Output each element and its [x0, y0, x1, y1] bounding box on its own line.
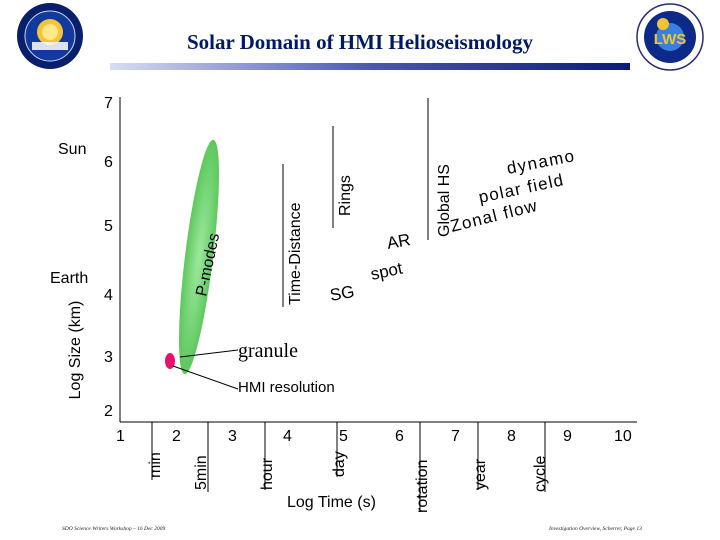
- sun-label: Sun: [58, 141, 86, 158]
- time-label-day: day: [331, 451, 348, 477]
- global-hs-label: Global HS: [436, 164, 453, 237]
- time-label-year: year: [472, 458, 489, 490]
- y-tick-7: 7: [104, 95, 113, 112]
- title-underline: [110, 63, 630, 70]
- granule-label: granule: [238, 340, 298, 362]
- footer-left: SDO Science Writers Workshop – 16 Dec 20…: [62, 526, 166, 532]
- granule-pointer: [179, 349, 239, 358]
- earth-label: Earth: [50, 270, 88, 287]
- hmi-resolution-marker: [165, 353, 175, 369]
- y-tick-3: 3: [104, 349, 113, 366]
- y-tick-4: 4: [104, 287, 113, 304]
- x-tick-7: 7: [451, 428, 460, 445]
- time-label-hour: hour: [259, 457, 276, 490]
- x-tick-10: 10: [614, 428, 632, 445]
- x-tick-1: 1: [116, 428, 125, 445]
- y-tick-2: 2: [104, 403, 113, 420]
- x-tick-8: 8: [507, 428, 516, 445]
- ar-label: AR: [385, 230, 412, 253]
- p-modes-ellipse: [179, 139, 219, 375]
- rings-label: Rings: [337, 175, 354, 216]
- time-label-cycle: cycle: [532, 455, 549, 492]
- sdo-logo: [17, 3, 83, 69]
- time-label-min: min: [147, 452, 164, 478]
- time-label-5min: 5min: [193, 455, 210, 490]
- y-axis-title: Log Size (km): [67, 301, 84, 400]
- slide-title: Solar Domain of HMI Helioseismology: [186, 30, 534, 54]
- x-tick-6: 6: [395, 428, 404, 445]
- footer-right: Investigation Overview, Scherrer, Page 1…: [549, 526, 642, 532]
- x-axis-title: Log Time (s): [287, 494, 376, 511]
- x-tick-3: 3: [228, 428, 237, 445]
- time-distance-label: Time-Distance: [287, 202, 304, 305]
- lws-logo-text: LWS: [654, 31, 687, 48]
- y-tick-5: 5: [104, 218, 113, 235]
- x-tick-9: 9: [563, 428, 572, 445]
- sg-label: SG: [328, 282, 355, 305]
- x-tick-4: 4: [283, 428, 292, 445]
- time-label-rotation: rotation: [414, 460, 431, 513]
- hmi-resolution-label: HMI resolution: [238, 379, 335, 396]
- spot-label: spot: [369, 259, 405, 284]
- x-tick-5: 5: [339, 428, 348, 445]
- dynamo-label: dynamo: [505, 146, 577, 178]
- hmi-resolution-pointer: [172, 365, 239, 390]
- x-tick-2: 2: [172, 428, 181, 445]
- y-tick-6: 6: [104, 154, 113, 171]
- lws-logo: LWS: [636, 3, 704, 71]
